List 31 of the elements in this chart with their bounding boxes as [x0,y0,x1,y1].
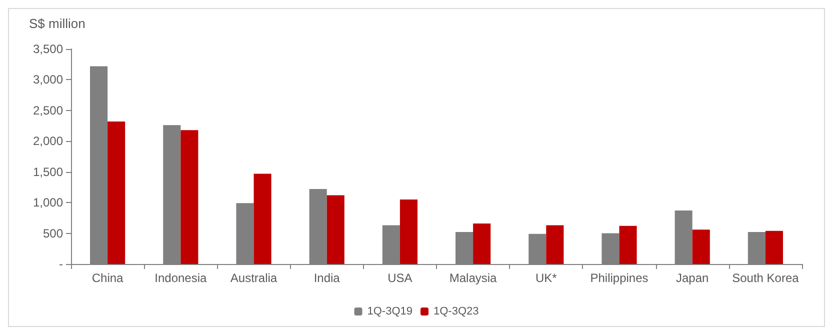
x-tick-label: India [314,271,340,285]
bar [326,195,344,264]
x-tick-label: China [92,271,124,285]
x-tick-label: USA [388,271,412,285]
bar [546,225,564,264]
y-tick-label: 1,000 [32,196,64,210]
bar [765,230,783,264]
bar [400,200,418,264]
y-tick-label: 2,500 [32,103,64,118]
x-tick-label: Philippines [590,271,648,285]
bar [692,230,710,264]
x-tick-label: South Korea [732,271,800,285]
y-tick-label: 3,500 [32,42,64,56]
bar [108,121,126,264]
x-tick-label: UK* [535,271,558,285]
bar [180,130,198,264]
legend-label: 1Q-3Q23 [434,306,479,318]
legend-label: 1Q-3Q19 [367,306,413,318]
y-tick-label: 3,000 [32,72,64,87]
y-tick-label: 2,000 [32,134,64,148]
bar [473,223,491,264]
y-tick-label: - [59,257,63,271]
bar [254,174,272,264]
bar [619,226,637,264]
x-tick-label: Australia [230,271,278,285]
y-axis-title: S$ million [29,16,86,31]
x-tick-label: Japan [676,271,709,285]
y-tick-label: 1,500 [32,164,64,179]
y-tick-label: 500 [42,226,64,240]
x-tick-label: Indonesia [154,271,207,285]
x-tick-label: Malaysia [449,271,498,285]
